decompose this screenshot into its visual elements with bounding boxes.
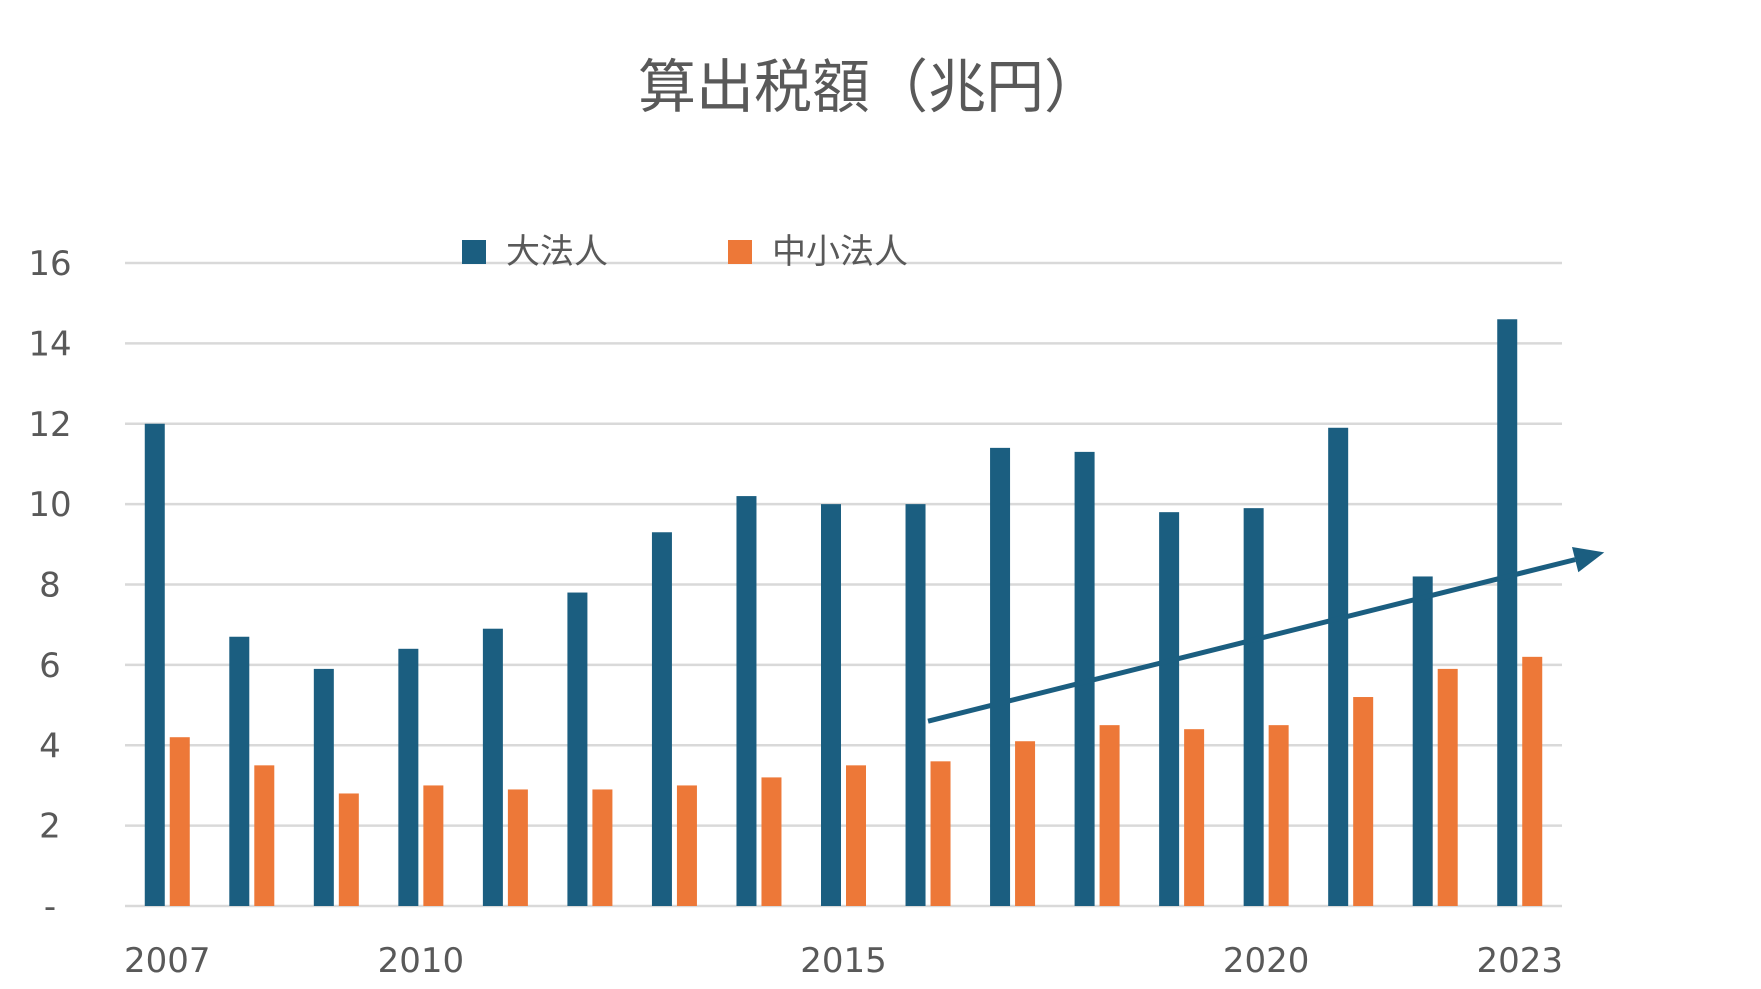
bar-sme-2017 [1015,741,1036,906]
y-tick-label: 6 [39,646,61,686]
bar-large-corp-2022 [1412,576,1433,906]
bars [144,319,1543,906]
y-tick-label: 4 [39,726,61,766]
bar-sme-2015 [846,765,866,906]
bar-sme-2007 [169,737,190,906]
bar-sme-2016 [930,761,951,906]
bar-sme-2023 [1522,656,1543,906]
trend-arrow [927,547,1605,724]
bar-sme-2022 [1437,668,1458,906]
bar-sme-2018 [1099,725,1120,906]
gridlines [125,261,1562,908]
bar-large-corp-2016 [905,504,926,906]
y-tick-label: 8 [39,566,61,606]
bar-sme-2008 [254,765,275,906]
bar-sme-2021 [1353,697,1374,906]
bar-large-corp-2010 [398,648,419,906]
bar-sme-2014 [761,777,782,906]
x-tick-label: 2007 [124,941,211,981]
bar-large-corp-2015 [821,504,841,906]
y-tick-label: 16 [28,244,71,284]
legend-label: 中小法人 [772,232,908,272]
trend-arrow-shaft [927,557,1576,724]
bar-large-corp-2011 [482,628,503,906]
bar-large-corp-2012 [567,592,588,906]
bar-large-corp-2008 [229,636,250,906]
bar-sme-2011 [507,789,528,906]
bar-large-corp-2018 [1074,451,1095,906]
x-tick-label: 2020 [1223,941,1310,981]
bar-sme-2012 [592,789,613,906]
bar-sme-2013 [676,785,697,906]
legend-label: 大法人 [506,232,608,272]
bar-large-corp-2021 [1328,427,1349,906]
legend: 大法人 中小法人 [462,232,908,272]
legend-swatch [462,240,486,264]
y-tick-label: 12 [28,405,71,445]
bar-large-corp-2019 [1159,512,1180,906]
y-axis-tick-labels: - 2 4 6 8 10 12 14 16 [28,244,71,927]
bar-large-corp-2023 [1497,319,1518,906]
y-tick-label: 14 [28,324,71,364]
bar-large-corp-2013 [651,532,672,906]
x-axis-tick-labels: 2007 2010 2015 2020 2023 [124,941,1563,981]
legend-swatch [728,240,752,264]
bar-sme-2010 [423,785,444,906]
bar-sme-2019 [1184,729,1205,906]
bar-large-corp-2014 [736,496,757,906]
x-tick-label: 2015 [800,941,887,981]
bar-large-corp-2020 [1243,508,1264,906]
bar-sme-2020 [1268,725,1289,906]
bar-sme-2009 [338,793,359,906]
x-tick-label: 2010 [378,941,465,981]
y-tick-label: 2 [39,807,61,847]
y-tick-label: - [44,887,56,927]
trend-arrow-head [1572,547,1605,573]
chart-title: 算出税額（兆円） [638,53,1102,121]
bar-large-corp-2017 [990,447,1011,906]
bar-large-corp-2007 [144,423,165,906]
y-tick-label: 10 [28,485,71,525]
x-tick-label: 2023 [1476,941,1563,981]
bar-large-corp-2009 [313,668,334,906]
